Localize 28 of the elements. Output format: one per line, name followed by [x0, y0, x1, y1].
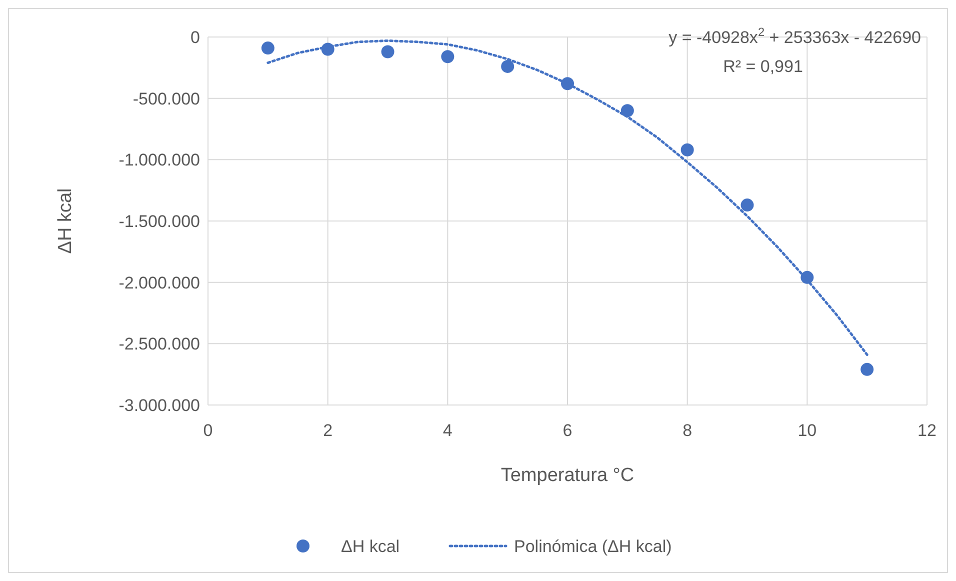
annotation: R² = 0,991	[723, 57, 803, 76]
point	[261, 42, 274, 55]
x-tick-label: 8	[682, 421, 692, 440]
y-tick-label: -1.500.000	[118, 212, 200, 231]
y-tick-label: -1.000.000	[118, 150, 200, 170]
x-tick-label: 2	[323, 421, 333, 440]
point	[501, 60, 514, 73]
annotation: y = -40928x$^{2}$ + 253363x - 422690	[668, 25, 921, 47]
x-tick-label: 6	[562, 421, 572, 440]
point	[860, 362, 874, 376]
point	[441, 50, 454, 64]
x-axis-title: Temperatura °C	[500, 465, 634, 486]
y-tick-label: -500.000	[132, 89, 200, 108]
point	[381, 45, 394, 58]
y-axis-title: ΔH kcal	[55, 188, 76, 254]
y-tick-label: -2.000.000	[118, 273, 200, 292]
y-tick-label: -3.000.000	[118, 396, 200, 415]
y-tick-label: -2.500.000	[118, 334, 200, 354]
legend-label: Polinómica (ΔH kcal)	[514, 536, 672, 556]
point	[680, 143, 694, 156]
point	[740, 198, 754, 212]
y-tick-label: 0	[190, 28, 200, 47]
x-tick-label: 10	[798, 421, 817, 440]
x-tick-label: 4	[442, 421, 452, 440]
x-tick-label: 0	[203, 421, 213, 440]
point	[620, 104, 634, 118]
legend-label: ΔH kcal	[341, 536, 400, 556]
x-tick-label: 12	[918, 421, 936, 440]
